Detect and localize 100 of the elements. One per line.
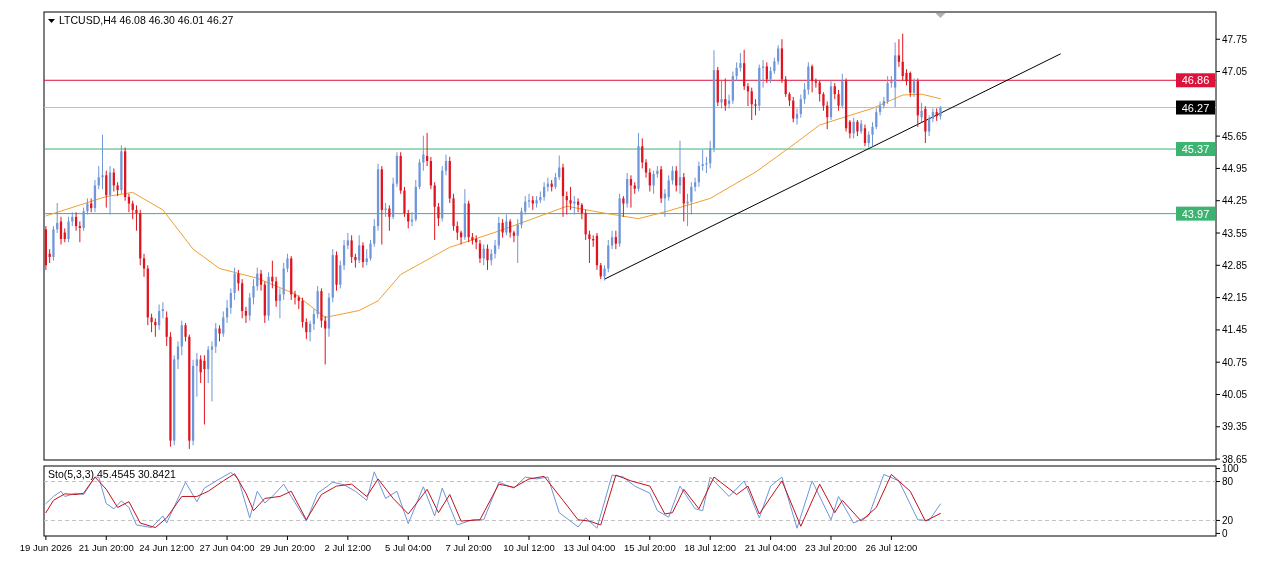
- candlestick: [777, 44, 780, 66]
- y-tick-label: 44.25: [1222, 195, 1248, 207]
- x-tick-label: 26 Jul 12:00: [865, 542, 918, 553]
- candlestick: [373, 218, 376, 248]
- candlestick: [810, 64, 814, 93]
- candlestick: [78, 220, 81, 243]
- y-tick-label: 44.95: [1222, 162, 1248, 174]
- candlestick: [199, 354, 202, 384]
- x-tick-label: 7 Jul 20:00: [445, 542, 492, 553]
- candlestick: [875, 107, 878, 130]
- y-tick-label: 41.45: [1222, 324, 1248, 336]
- x-tick-label: 19 Jun 2026: [19, 542, 73, 553]
- candlestick: [509, 218, 512, 239]
- candlestick: [671, 165, 674, 186]
- candlestick: [863, 124, 867, 147]
- candlestick: [346, 232, 349, 250]
- x-tick-label: 5 Jul 04:00: [385, 542, 432, 553]
- candlestick: [652, 170, 655, 195]
- candlestick: [203, 354, 206, 425]
- x-tick-label: 13 Jul 04:00: [563, 542, 616, 553]
- y-tick-label: 40.75: [1222, 356, 1248, 368]
- candlestick: [275, 276, 278, 308]
- candlestick: [131, 200, 134, 220]
- candlestick: [150, 313, 153, 333]
- ref-line-label: 45.37: [1181, 143, 1210, 156]
- candlestick: [912, 77, 916, 98]
- candlestick: [161, 301, 165, 319]
- y-tick-label: 47.75: [1222, 33, 1248, 45]
- candlestick: [569, 186, 572, 211]
- candlestick: [358, 234, 361, 264]
- candlestick: [501, 218, 504, 239]
- candlestick: [286, 253, 289, 273]
- y-tick-label: 42.85: [1222, 259, 1248, 271]
- y-tick-label: 40.05: [1222, 388, 1248, 400]
- candlestick: [369, 239, 372, 262]
- candlestick: [237, 269, 240, 292]
- candlestick: [931, 107, 935, 123]
- candlestick: [614, 230, 617, 250]
- candlestick: [724, 77, 727, 112]
- ref-line-label: 46.86: [1181, 74, 1210, 87]
- candlestick: [233, 267, 236, 301]
- candlestick: [388, 204, 391, 232]
- candlestick: [795, 107, 799, 126]
- candlestick: [607, 239, 610, 273]
- x-tick-label: 15 Jul 20:00: [623, 542, 676, 553]
- candlestick: [350, 234, 353, 264]
- candlestick: [720, 80, 723, 109]
- candlestick: [693, 177, 697, 192]
- candlestick: [690, 181, 693, 216]
- candlestick: [180, 320, 183, 356]
- candlestick: [301, 297, 304, 329]
- candlestick: [252, 278, 255, 306]
- candlestick: [750, 87, 753, 121]
- y-tick-label: 42.15: [1222, 292, 1248, 304]
- candlestick: [293, 290, 297, 306]
- candlestick: [444, 154, 448, 176]
- candlestick: [644, 158, 648, 179]
- y-tick-label: 80: [1222, 476, 1234, 488]
- candlestick: [807, 61, 810, 96]
- candlestick: [837, 89, 840, 112]
- x-tick-label: 21 Jun 20:00: [78, 542, 134, 553]
- candlestick: [897, 38, 901, 68]
- candlestick: [425, 132, 429, 167]
- x-tick-label: 10 Jul 12:00: [503, 542, 555, 553]
- candlestick: [622, 195, 625, 218]
- candlestick: [339, 260, 342, 289]
- candlestick: [746, 82, 750, 107]
- candlestick: [765, 61, 768, 84]
- candlestick: [701, 149, 704, 172]
- x-tick-label: 18 Jul 12:00: [684, 542, 737, 553]
- y-tick-label: 38.65: [1222, 453, 1248, 465]
- x-tick-label: 23 Jul 20:00: [805, 542, 857, 553]
- y-tick-label: 43.55: [1222, 227, 1248, 239]
- y-tick-label: 47.05: [1222, 66, 1248, 78]
- y-tick-label: 0: [1222, 527, 1228, 539]
- candlestick: [799, 94, 802, 119]
- candlestick: [165, 310, 168, 347]
- y-tick-label: 45.65: [1222, 130, 1248, 142]
- y-tick-label: 39.35: [1222, 421, 1248, 433]
- chart-title: LTCUSD,H4 46.08 46.30 46.01 46.27: [59, 14, 234, 26]
- candlestick: [886, 75, 889, 105]
- candlestick: [135, 204, 138, 232]
- candlestick: [803, 82, 806, 105]
- candlestick: [493, 239, 497, 259]
- candlestick: [588, 230, 591, 264]
- candlestick: [920, 102, 923, 123]
- candlestick: [784, 75, 787, 98]
- candlestick: [312, 308, 316, 331]
- y-tick-label: 100: [1222, 463, 1240, 475]
- candlestick: [486, 244, 489, 271]
- candlestick: [822, 91, 825, 112]
- candlestick: [184, 322, 187, 342]
- candlestick: [558, 154, 561, 181]
- x-tick-label: 24 Jun 12:00: [139, 542, 195, 553]
- candlestick: [527, 193, 531, 209]
- candlestick: [871, 121, 874, 147]
- candlestick: [142, 253, 146, 278]
- ref-line-label: 43.97: [1181, 207, 1210, 220]
- candlestick: [505, 214, 508, 236]
- candlestick: [814, 77, 818, 89]
